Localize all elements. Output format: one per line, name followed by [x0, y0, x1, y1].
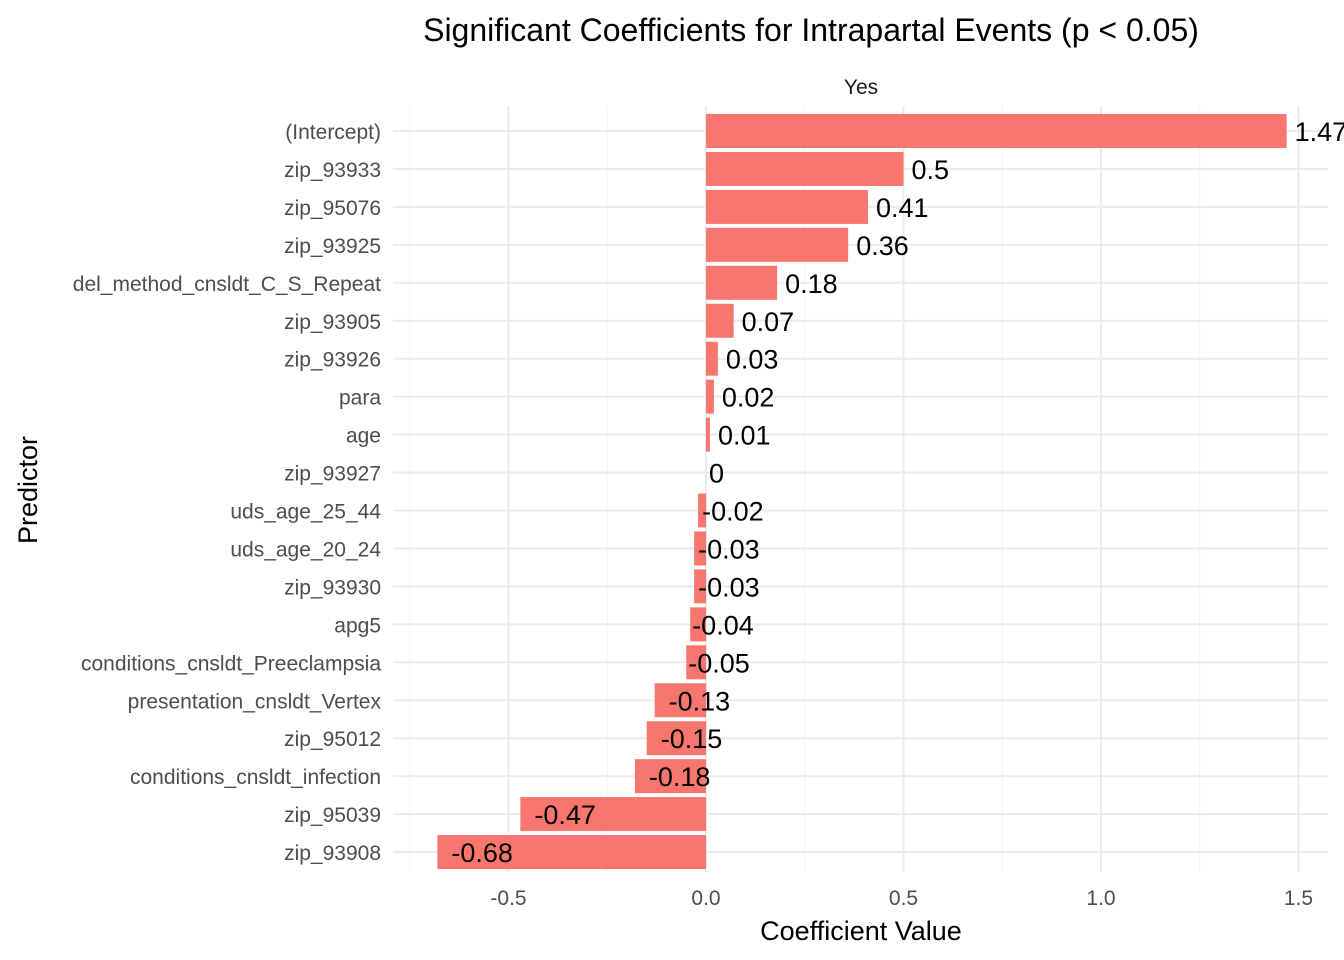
y-axis-title: Predictor [13, 436, 43, 544]
bar [437, 835, 706, 870]
data-label: -0.04 [692, 610, 754, 640]
data-label: 0.07 [742, 307, 795, 337]
y-tick-label: zip_93926 [284, 349, 381, 372]
x-tick-label: -0.5 [490, 887, 526, 910]
y-tick-label: del_method_cnsldt_C_S_Repeat [73, 273, 381, 296]
y-tick-label: zip_93930 [284, 576, 381, 599]
y-axis-tick-labels: (Intercept) zip_93933 zip_95076 zip_93925de… [73, 121, 382, 865]
y-tick-label: zip_93933 [284, 159, 381, 182]
y-tick-label: uds_age_20_24 [230, 538, 381, 561]
y-tick-label: age [346, 425, 381, 448]
data-label: -0.02 [702, 497, 764, 527]
bar [634, 759, 706, 794]
data-label: 0.36 [856, 231, 909, 261]
y-tick-label: (Intercept) [285, 121, 381, 144]
y-tick-label: zip_95076 [284, 197, 381, 220]
bar [686, 645, 706, 680]
data-label: 0.01 [718, 421, 771, 451]
y-tick-label: conditions_cnsldt_infection [130, 766, 381, 789]
bar [520, 797, 706, 832]
y-tick-label: zip_93925 [284, 235, 381, 258]
bar [646, 721, 706, 756]
bar [706, 379, 714, 414]
bar [694, 569, 706, 604]
data-label: -0.03 [698, 572, 760, 602]
bar [706, 265, 778, 300]
data-label: -0.03 [698, 534, 760, 564]
y-tick-label: uds_age_25_44 [230, 501, 381, 524]
facet-strip-label: Yes [844, 76, 878, 99]
data-label: -0.13 [669, 686, 731, 716]
data-label: -0.47 [534, 800, 596, 830]
y-tick-label: apg5 [334, 614, 381, 637]
data-label: -0.15 [661, 724, 723, 754]
data-label: 0.02 [722, 383, 775, 413]
y-tick-label: zip_93908 [284, 842, 381, 865]
data-label: -0.68 [451, 838, 513, 868]
data-label: 0.5 [912, 155, 950, 185]
bar [694, 531, 706, 566]
bar [706, 227, 849, 262]
x-axis-tick-labels: -0.5 0.0 0.5 1.0 1.5 [490, 887, 1313, 910]
bar [698, 493, 706, 528]
bar [706, 151, 904, 186]
bar [690, 607, 706, 642]
y-tick-label: presentation_cnsldt_Vertex [128, 690, 382, 713]
bar [706, 341, 718, 376]
data-label: 0.18 [785, 269, 838, 299]
y-tick-label: para [339, 387, 381, 410]
x-tick-label: 1.5 [1284, 887, 1313, 910]
y-tick-label: zip_93927 [284, 463, 381, 486]
y-tick-label: conditions_cnsldt_Preeclampsia [81, 652, 381, 675]
bar [706, 417, 710, 452]
data-label: 1.47 [1295, 117, 1344, 147]
data-label: -0.18 [649, 762, 711, 792]
data-label: 0 [709, 459, 724, 489]
data-label: -0.05 [688, 648, 750, 678]
x-tick-label: 1.0 [1086, 887, 1115, 910]
x-tick-label: 0.5 [889, 887, 918, 910]
bar [706, 114, 1287, 148]
bar [706, 303, 734, 338]
y-tick-label: zip_95039 [284, 804, 381, 827]
x-axis-title: Coefficient Value [760, 916, 962, 946]
chart-title: Significant Coefficients for Intrapartal… [423, 12, 1199, 48]
data-labels: 1.47 0.5 0.41 0.36 0.18 0.07 0.03 0.02 0.01 0 -0.0… [451, 117, 1344, 868]
bar [706, 189, 868, 224]
bars [437, 114, 1287, 870]
data-label: 0.03 [726, 345, 779, 375]
bar [654, 683, 706, 718]
y-tick-label: zip_95012 [284, 728, 381, 751]
x-tick-label: 0.0 [691, 887, 720, 910]
data-label: 0.41 [876, 193, 929, 223]
y-tick-label: zip_93905 [284, 311, 381, 334]
